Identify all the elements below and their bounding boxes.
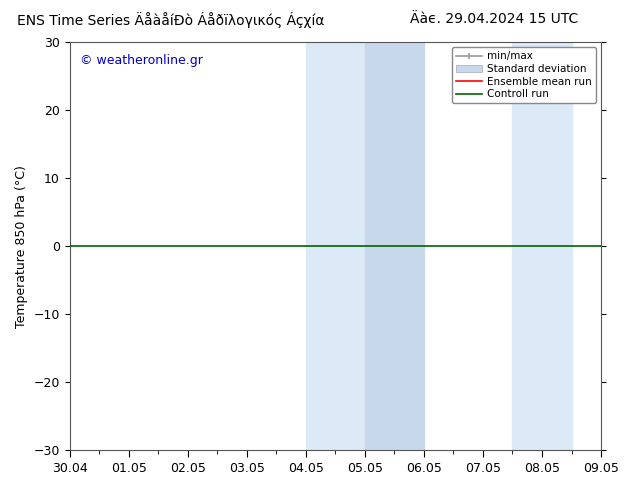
Bar (512, 42, 571, 450)
Bar (365, 42, 424, 450)
Text: © weatheronline.gr: © weatheronline.gr (81, 54, 203, 67)
Bar (306, 42, 365, 450)
Text: Äàϵ. 29.04.2024 15 UTC: Äàϵ. 29.04.2024 15 UTC (410, 12, 579, 26)
Text: ENS Time Series ÄåàåíÐò Áåðïλογικός Áçχíα: ENS Time Series ÄåàåíÐò Áåðïλογικός Áçχí… (17, 12, 325, 28)
Legend: min/max, Standard deviation, Ensemble mean run, Controll run: min/max, Standard deviation, Ensemble me… (451, 47, 596, 103)
Y-axis label: Temperature 850 hPa (°C): Temperature 850 hPa (°C) (15, 165, 28, 327)
